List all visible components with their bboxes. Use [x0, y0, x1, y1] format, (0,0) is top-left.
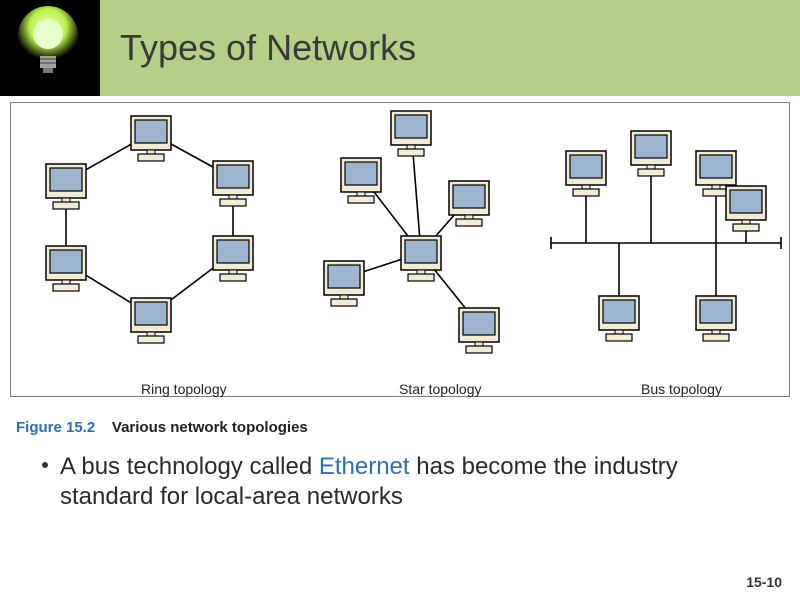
title-bar: Types of Networks	[100, 0, 800, 96]
bus-topology-label: Bus topology	[641, 381, 722, 397]
figure-caption: Figure 15.2 Various network topologies	[16, 419, 800, 436]
bullet-text: A bus technology called Ethernet has bec…	[60, 452, 720, 512]
figure-number: Figure 15.2	[16, 419, 95, 436]
figure-caption-text: Various network topologies	[112, 419, 308, 436]
bullet-prefix: A bus technology called	[60, 453, 319, 480]
ring-topology-label: Ring topology	[141, 381, 227, 397]
slide-title: Types of Networks	[120, 27, 416, 69]
bullet-marker	[42, 462, 48, 468]
header: Types of Networks	[0, 0, 800, 96]
bulb-icon	[0, 0, 100, 96]
topology-diagram: Ring topology Star topology Bus topology	[10, 102, 790, 397]
page-number: 15-10	[746, 574, 782, 590]
bullet-item: A bus technology called Ethernet has bec…	[60, 452, 800, 512]
star-topology-label: Star topology	[399, 381, 482, 397]
bulb-logo-box	[0, 0, 100, 96]
ethernet-term: Ethernet	[319, 453, 410, 480]
